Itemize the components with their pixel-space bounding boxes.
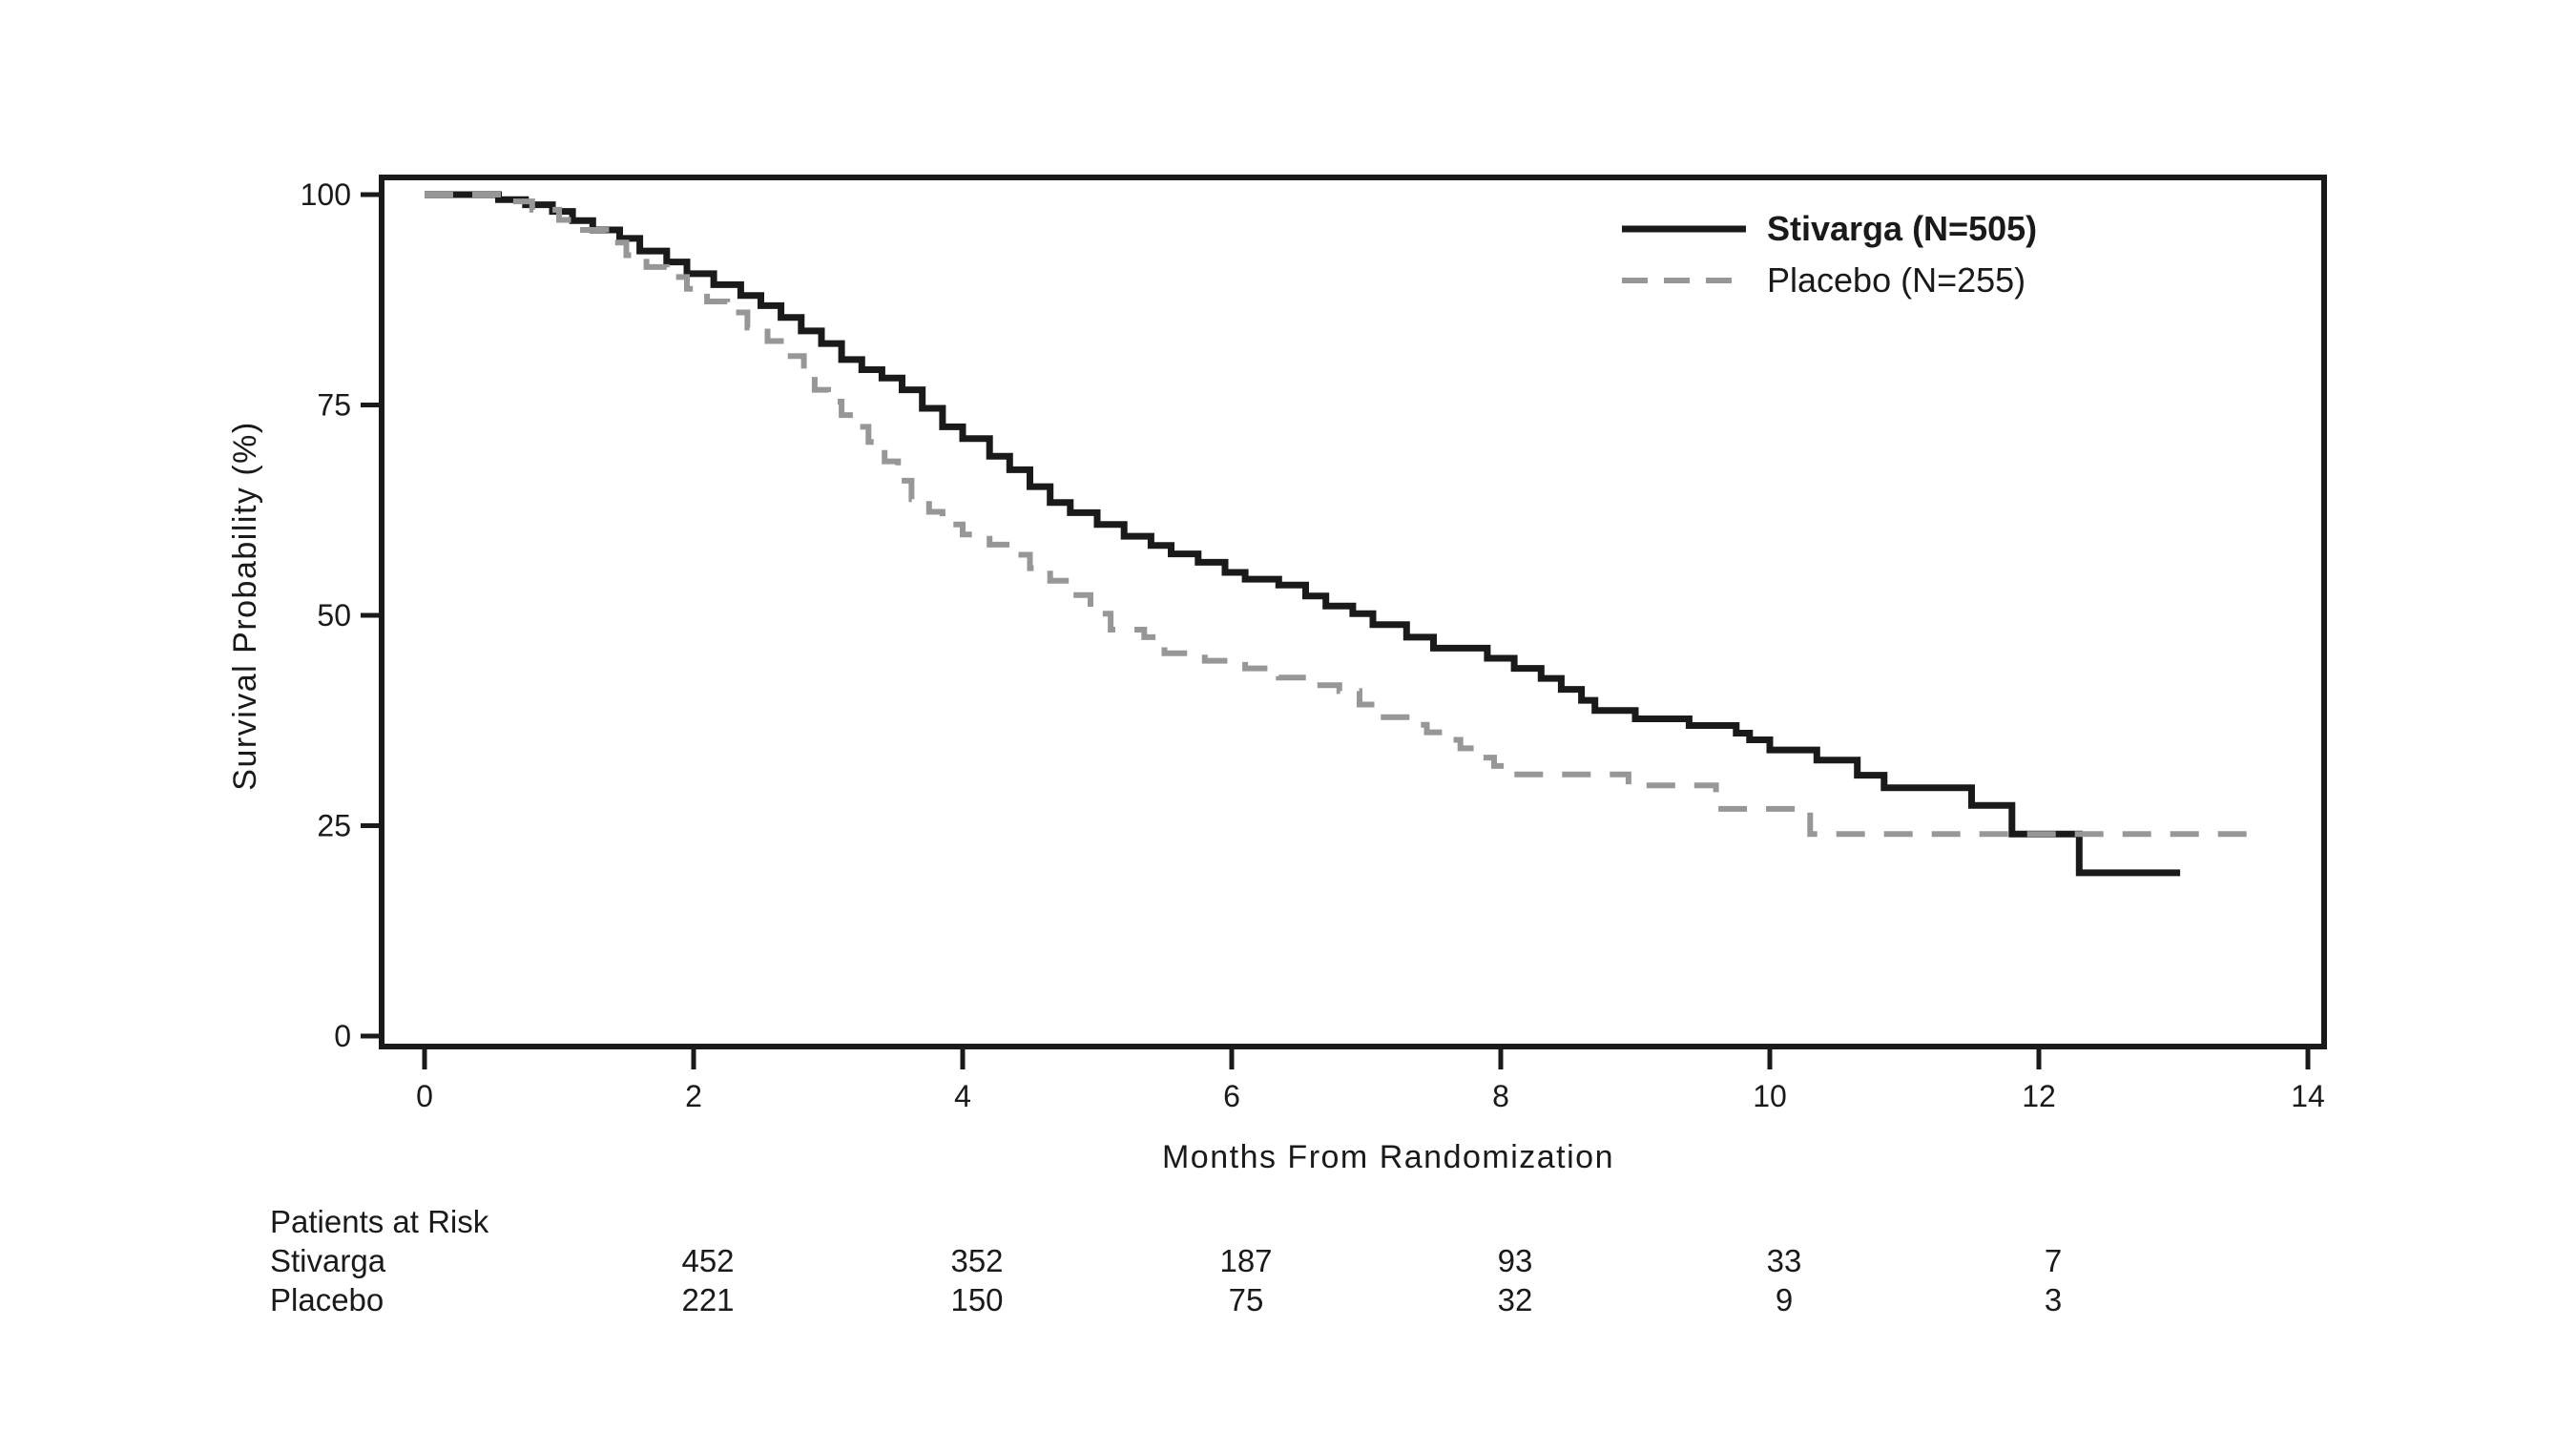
risk-row-label-stivarga: Stivarga (270, 1243, 386, 1278)
legend-label-stivarga: Stivarga (N=505) (1767, 209, 2038, 248)
risk-count-stivarga-m8: 93 (1498, 1243, 1533, 1278)
risk-count-stivarga-m10: 33 (1767, 1243, 1802, 1278)
x-axis-title: Months From Randomization (1162, 1139, 1614, 1175)
solid-line-sample-icon (1622, 225, 1746, 233)
risk-count-placebo-m12: 3 (2045, 1282, 2062, 1317)
risk-row-label-placebo: Placebo (270, 1282, 384, 1317)
risk-count-stivarga-m2: 452 (681, 1243, 734, 1278)
y-tick-label: 75 (317, 388, 351, 423)
risk-count-placebo-m8: 32 (1498, 1282, 1533, 1317)
survival-curve-placebo (425, 192, 2257, 838)
risk-count-stivarga-m6: 187 (1219, 1243, 1272, 1278)
y-tick-label: 50 (317, 598, 351, 633)
risk-table-title: Patients at Risk (270, 1204, 489, 1239)
x-tick-label: 10 (1753, 1079, 1787, 1113)
x-tick-label: 0 (416, 1079, 433, 1113)
risk-count-placebo-m10: 9 (1776, 1282, 1793, 1317)
x-tick-label: 14 (2291, 1079, 2325, 1113)
x-tick-label: 12 (2022, 1079, 2056, 1113)
risk-count-placebo-m4: 150 (950, 1282, 1003, 1317)
y-axis-title: Survival Probability (%) (227, 421, 263, 790)
y-tick-label: 100 (301, 177, 351, 212)
survival-curve-stivarga (425, 191, 2181, 877)
risk-count-placebo-m2: 221 (681, 1282, 734, 1317)
legend-label-placebo: Placebo (N=255) (1767, 260, 2026, 300)
legend-entry-stivarga: Stivarga (N=505) (1620, 208, 2037, 250)
risk-count-stivarga-m12: 7 (2045, 1243, 2062, 1278)
y-tick-label: 25 (317, 809, 351, 843)
x-tick-label: 2 (685, 1079, 702, 1113)
x-tick-label: 4 (954, 1079, 971, 1113)
risk-count-placebo-m6: 75 (1229, 1282, 1264, 1317)
legend-entry-placebo: Placebo (N=255) (1620, 259, 2025, 301)
risk-count-stivarga-m4: 352 (950, 1243, 1003, 1278)
dashed-line-sample-icon (1622, 278, 1746, 283)
x-tick-label: 6 (1223, 1079, 1240, 1113)
y-tick-label: 0 (334, 1019, 351, 1053)
plot-frame (379, 175, 2327, 1049)
x-tick-label: 8 (1492, 1079, 1509, 1113)
